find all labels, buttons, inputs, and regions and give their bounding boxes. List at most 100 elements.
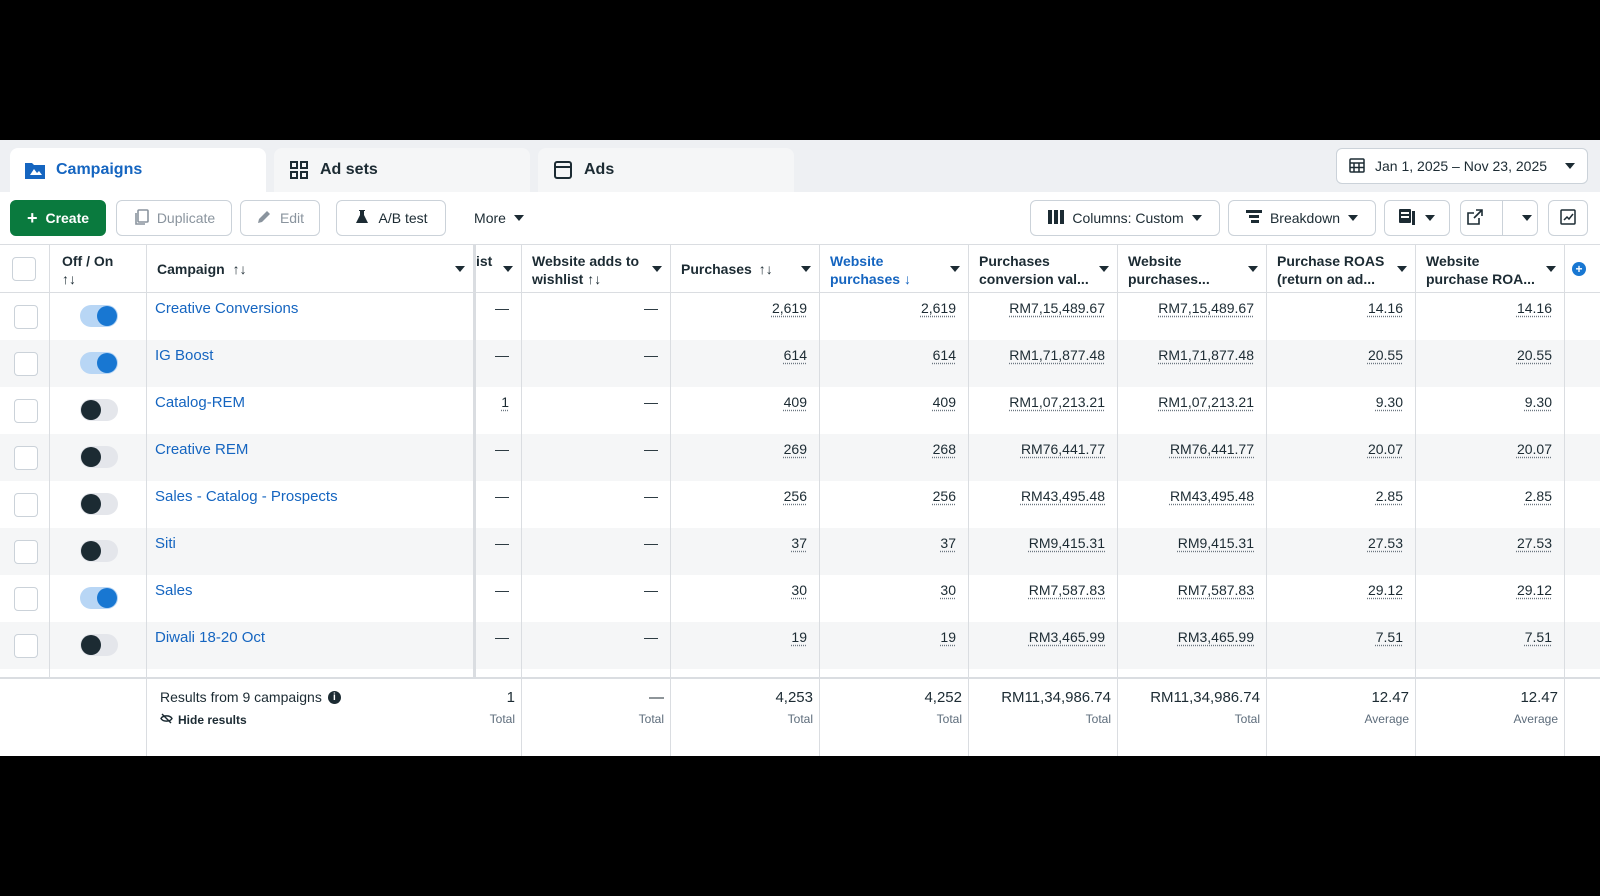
campaign-name-link[interactable]: Creative Conversions xyxy=(155,300,299,317)
web-conv-value[interactable]: RM43,495.48 xyxy=(1169,488,1254,504)
roas-value[interactable]: 20.55 xyxy=(1367,347,1403,363)
purchases-value[interactable]: 30 xyxy=(791,582,807,598)
purchases-value[interactable]: 269 xyxy=(783,441,807,457)
web-purchases-value[interactable]: 409 xyxy=(932,394,956,410)
web-conv-value[interactable]: RM76,441.77 xyxy=(1169,441,1254,457)
purchases-value[interactable]: 19 xyxy=(791,629,807,645)
web-conv-value[interactable]: RM9,415.31 xyxy=(1177,535,1254,551)
ab-test-button[interactable]: A/B test xyxy=(336,200,446,236)
table-row[interactable]: Creative REM — — 269 268 RM76,441.77 RM76,441.… xyxy=(0,434,1600,481)
chevron-down-icon[interactable] xyxy=(950,266,960,272)
row-checkbox[interactable] xyxy=(14,540,38,564)
chevron-down-icon[interactable] xyxy=(1099,266,1109,272)
campaign-name-link[interactable]: Creative REM xyxy=(155,441,249,458)
web-roas-value[interactable]: 7.51 xyxy=(1524,629,1552,645)
campaign-name-link[interactable]: Sales - Catalog - Prospects xyxy=(155,488,338,505)
row-checkbox[interactable] xyxy=(14,493,38,517)
row-checkbox[interactable] xyxy=(14,634,38,658)
campaign-name-link[interactable]: Catalog-REM xyxy=(155,394,246,411)
chevron-down-icon[interactable] xyxy=(652,266,662,272)
web-conv-value[interactable]: RM1,71,877.48 xyxy=(1158,347,1254,363)
chevron-down-icon[interactable] xyxy=(1546,266,1556,272)
duplicate-button[interactable]: Duplicate xyxy=(116,200,232,236)
campaign-status-toggle[interactable] xyxy=(80,540,118,562)
web-roas-value[interactable]: 20.07 xyxy=(1516,441,1552,457)
columns-button[interactable]: Columns: Custom xyxy=(1030,200,1220,236)
header-website-purchase-roas[interactable]: Website purchase ROA... xyxy=(1416,245,1565,293)
hide-results-button[interactable]: Hide results xyxy=(160,713,247,727)
tab-ads[interactable]: Ads xyxy=(538,148,794,192)
breakdown-button[interactable]: Breakdown xyxy=(1228,200,1376,236)
chevron-down-icon[interactable] xyxy=(1248,266,1258,272)
campaign-status-toggle[interactable] xyxy=(80,493,118,515)
conv-val-value[interactable]: RM3,465.99 xyxy=(1028,629,1105,645)
table-row[interactable]: Siti — — 37 37 RM9,415.31 RM9,415.31 27.53 27.53 xyxy=(0,528,1600,575)
edit-button[interactable]: Edit xyxy=(240,200,320,236)
purchases-value[interactable]: 256 xyxy=(783,488,807,504)
roas-value[interactable]: 27.53 xyxy=(1367,535,1403,551)
table-row[interactable]: Creative Conversions — — 2,619 2,619 RM7,15,4… xyxy=(0,293,1600,340)
web-purchases-value[interactable]: 19 xyxy=(940,629,956,645)
table-row[interactable]: Sales - Catalog - Prospects — — 256 256 RM43,… xyxy=(0,481,1600,528)
header-website-purchases-conversion-value[interactable]: Website purchases... xyxy=(1118,245,1267,293)
header-purchases-conversion-value[interactable]: Purchases conversion val... xyxy=(969,245,1118,293)
table-row[interactable]: Traffic+Boost RM0.00 RM0.00 xyxy=(0,669,1600,677)
web-roas-value[interactable]: 29.12 xyxy=(1516,582,1552,598)
charts-button[interactable] xyxy=(1548,200,1588,236)
reports-button[interactable] xyxy=(1384,200,1450,236)
conv-val-value[interactable]: RM9,415.31 xyxy=(1028,535,1105,551)
table-row[interactable]: Diwali 18-20 Oct — — 19 19 RM3,465.99 RM3,465.… xyxy=(0,622,1600,669)
header-purchase-roas[interactable]: Purchase ROAS (return on ad... xyxy=(1267,245,1416,293)
select-all-checkbox[interactable] xyxy=(12,257,36,281)
conv-val-value[interactable]: RM1,71,877.48 xyxy=(1009,347,1105,363)
conv-val-value[interactable]: RM1,07,213.21 xyxy=(1009,394,1105,410)
header-purchases[interactable]: Purchases ↑↓ xyxy=(671,245,820,293)
add-column-icon[interactable]: + xyxy=(1572,262,1586,276)
conv-val-value[interactable]: RM7,587.83 xyxy=(1028,582,1105,598)
campaign-name-link[interactable]: Diwali 18-20 Oct xyxy=(155,629,266,646)
header-campaign[interactable]: Campaign ↑↓ xyxy=(147,245,474,293)
roas-value[interactable]: 9.30 xyxy=(1375,394,1403,410)
export-button[interactable] xyxy=(1460,200,1538,236)
conv-val-value[interactable]: RM43,495.48 xyxy=(1020,488,1105,504)
chevron-down-icon[interactable] xyxy=(455,266,465,272)
info-icon[interactable]: i xyxy=(327,690,341,704)
more-button[interactable]: More xyxy=(458,200,540,236)
web-conv-value[interactable]: RM1,07,213.21 xyxy=(1158,394,1254,410)
campaign-status-toggle[interactable] xyxy=(80,587,118,609)
web-purchases-value[interactable]: 30 xyxy=(940,582,956,598)
web-purchases-value[interactable]: 2,619 xyxy=(920,300,956,316)
web-purchases-value[interactable]: 268 xyxy=(932,441,956,457)
roas-value[interactable]: 29.12 xyxy=(1367,582,1403,598)
web-purchases-value[interactable]: 256 xyxy=(932,488,956,504)
web-conv-value[interactable]: RM7,587.83 xyxy=(1177,582,1254,598)
conv-val-value[interactable]: RM7,15,489.67 xyxy=(1009,300,1105,316)
partial-value[interactable]: 1 xyxy=(501,394,509,410)
purchases-value[interactable]: 2,619 xyxy=(771,300,807,316)
purchases-value[interactable]: 37 xyxy=(791,535,807,551)
row-checkbox[interactable] xyxy=(14,446,38,470)
web-roas-value[interactable]: 14.16 xyxy=(1516,300,1552,316)
campaign-name-link[interactable]: Sales xyxy=(155,582,193,599)
conv-val-value[interactable]: RM0.00 xyxy=(1056,676,1105,677)
conv-val-value[interactable]: RM76,441.77 xyxy=(1020,441,1105,457)
chevron-down-icon[interactable] xyxy=(503,266,513,272)
header-off-on[interactable]: Off / On ↑↓ xyxy=(50,245,147,293)
web-roas-value[interactable]: 27.53 xyxy=(1516,535,1552,551)
web-roas-value[interactable]: 2.85 xyxy=(1524,488,1552,504)
web-conv-value[interactable]: RM0.00 xyxy=(1205,676,1254,677)
row-checkbox[interactable] xyxy=(14,352,38,376)
campaign-status-toggle[interactable] xyxy=(80,399,118,421)
web-purchases-value[interactable]: 37 xyxy=(940,535,956,551)
purchases-value[interactable]: 614 xyxy=(783,347,807,363)
roas-value[interactable]: 20.07 xyxy=(1367,441,1403,457)
web-roas-value[interactable]: 20.55 xyxy=(1516,347,1552,363)
campaign-name-link[interactable]: Traffic+Boost xyxy=(155,676,243,677)
roas-value[interactable]: 7.51 xyxy=(1375,629,1403,645)
row-checkbox[interactable] xyxy=(14,399,38,423)
date-range-picker[interactable]: Jan 1, 2025 – Nov 23, 2025 xyxy=(1336,148,1588,184)
header-partial-column[interactable]: ist xyxy=(476,245,522,293)
web-conv-value[interactable]: RM3,465.99 xyxy=(1177,629,1254,645)
row-checkbox[interactable] xyxy=(14,587,38,611)
table-row[interactable]: IG Boost — — 614 614 RM1,71,877.48 RM1,71,877.… xyxy=(0,340,1600,387)
